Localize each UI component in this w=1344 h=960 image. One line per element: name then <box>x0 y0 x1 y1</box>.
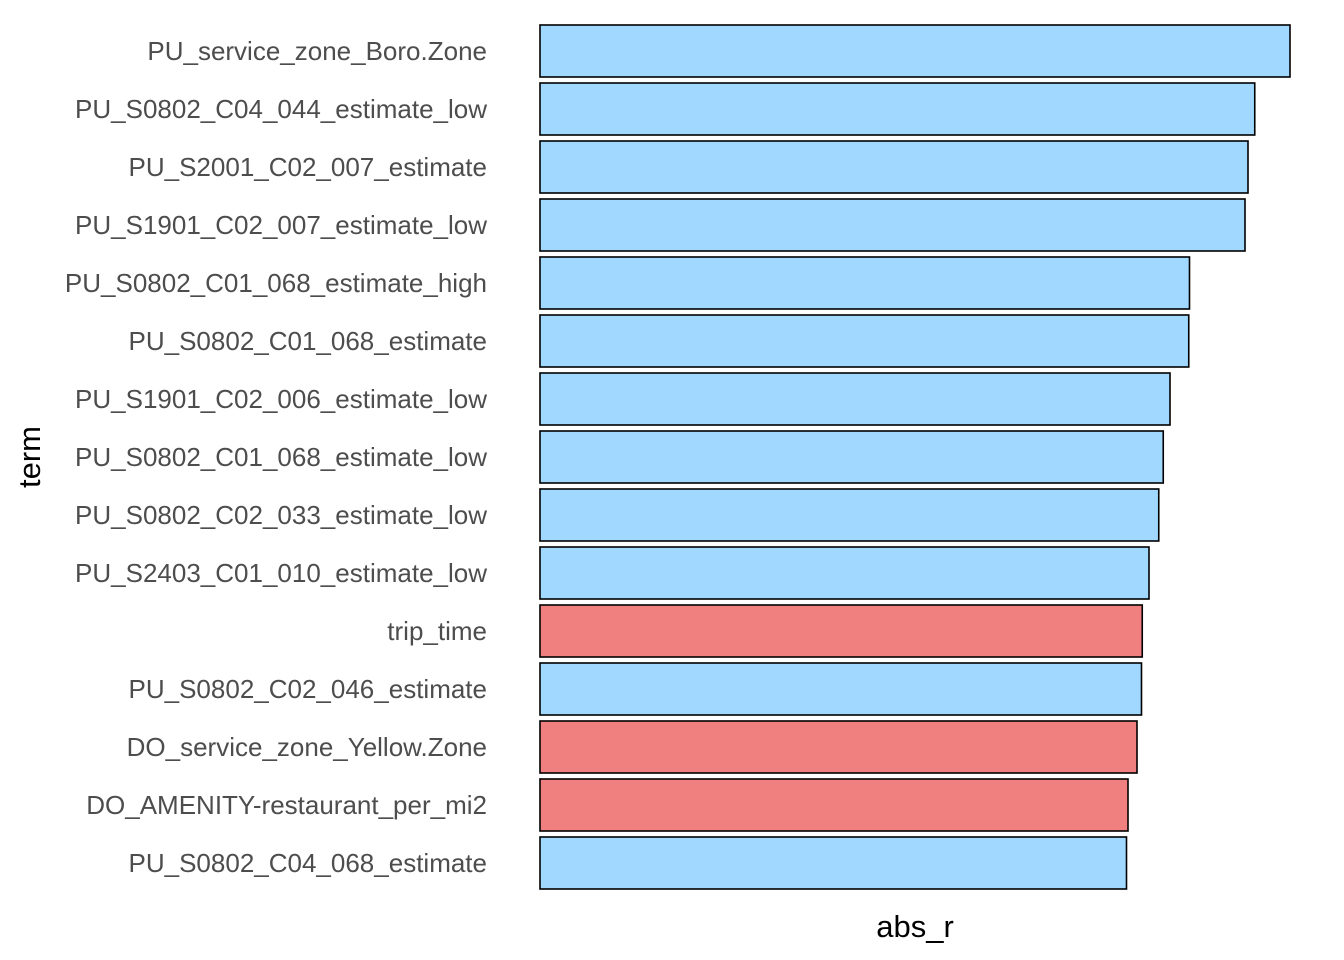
bar-1 <box>539 82 1256 136</box>
bar-10 <box>539 604 1144 658</box>
y-tick-label: PU_S0802_C02_033_estimate_low <box>75 500 487 530</box>
y-tick-label: PU_S2403_C01_010_estimate_low <box>75 558 487 588</box>
y-tick-label: PU_S0802_C01_068_estimate_high <box>65 268 487 298</box>
bar-14 <box>539 836 1128 890</box>
bars-group <box>539 24 1291 890</box>
bar-5 <box>539 314 1190 368</box>
y-tick-label: trip_time <box>387 616 487 646</box>
y-tick-label: PU_S1901_C02_007_estimate_low <box>75 210 487 240</box>
y-tick-label: PU_service_zone_Boro.Zone <box>147 36 487 66</box>
bar-11 <box>539 662 1143 716</box>
y-tick-label: PU_S1901_C02_006_estimate_low <box>75 384 487 414</box>
bar-0 <box>539 24 1291 78</box>
y-tick-label: PU_S2001_C02_007_estimate <box>129 152 487 182</box>
bar-3 <box>539 198 1246 252</box>
y-tick-label: PU_S0802_C01_068_estimate <box>129 326 487 356</box>
x-axis-title: abs_r <box>876 909 954 944</box>
y-axis-title: term <box>12 426 47 488</box>
bar-9 <box>539 546 1150 600</box>
y-tick-label: PU_S0802_C02_046_estimate <box>129 674 487 704</box>
y-tick-label: DO_service_zone_Yellow.Zone <box>127 732 487 762</box>
y-tick-label: PU_S0802_C04_068_estimate <box>129 848 487 878</box>
y-tick-label: DO_AMENITY-restaurant_per_mi2 <box>86 790 487 820</box>
bar-2 <box>539 140 1249 194</box>
bar-13 <box>539 778 1129 832</box>
bar-8 <box>539 488 1160 542</box>
bar-6 <box>539 372 1171 426</box>
bar-4 <box>539 256 1191 310</box>
bar-12 <box>539 720 1138 774</box>
y-tick-label: PU_S0802_C01_068_estimate_low <box>75 442 487 472</box>
y-tick-label: PU_S0802_C04_044_estimate_low <box>75 94 487 124</box>
y-tick-labels: PU_service_zone_Boro.Zone PU_S0802_C04_04… <box>65 36 487 878</box>
bar-7 <box>539 430 1165 484</box>
